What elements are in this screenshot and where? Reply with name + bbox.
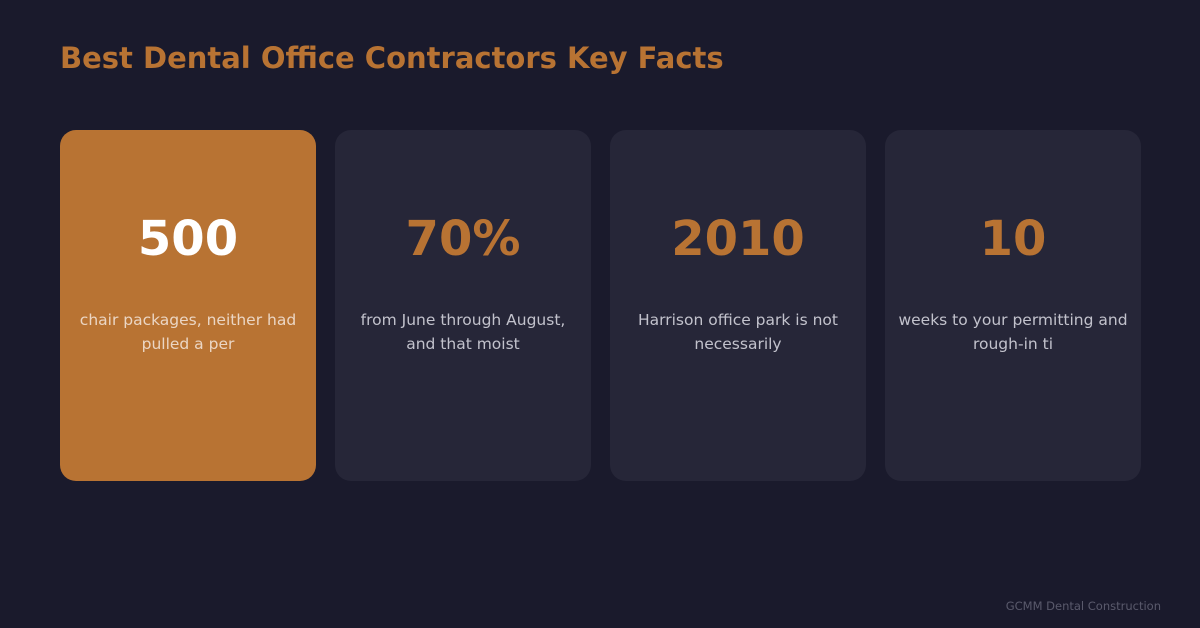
fact-cards: 500 chair packages, neither had pulled a…: [60, 130, 1141, 481]
page-title: Best Dental Office Contractors Key Facts: [60, 41, 724, 75]
fact-value: 500: [137, 211, 239, 267]
fact-value: 70%: [405, 211, 521, 267]
fact-card-1: 500 chair packages, neither had pulled a…: [60, 130, 316, 481]
fact-card-2: 70% from June through August, and that m…: [335, 130, 591, 481]
fact-card-4: 10 weeks to your permitting and rough-in…: [885, 130, 1141, 481]
fact-description: weeks to your permitting and rough-in ti: [898, 311, 1128, 353]
fact-description: chair packages, neither had pulled a per: [79, 311, 297, 353]
fact-description: Harrison office park is not necessarily: [637, 311, 838, 353]
fact-value: 2010: [671, 211, 805, 267]
fact-card-3: 2010 Harrison office park is not necessa…: [610, 130, 866, 481]
fact-value: 10: [979, 211, 1047, 267]
footer-brand: GCMM Dental Construction: [1005, 599, 1161, 613]
fact-description: from June through August, and that moist: [360, 311, 566, 353]
